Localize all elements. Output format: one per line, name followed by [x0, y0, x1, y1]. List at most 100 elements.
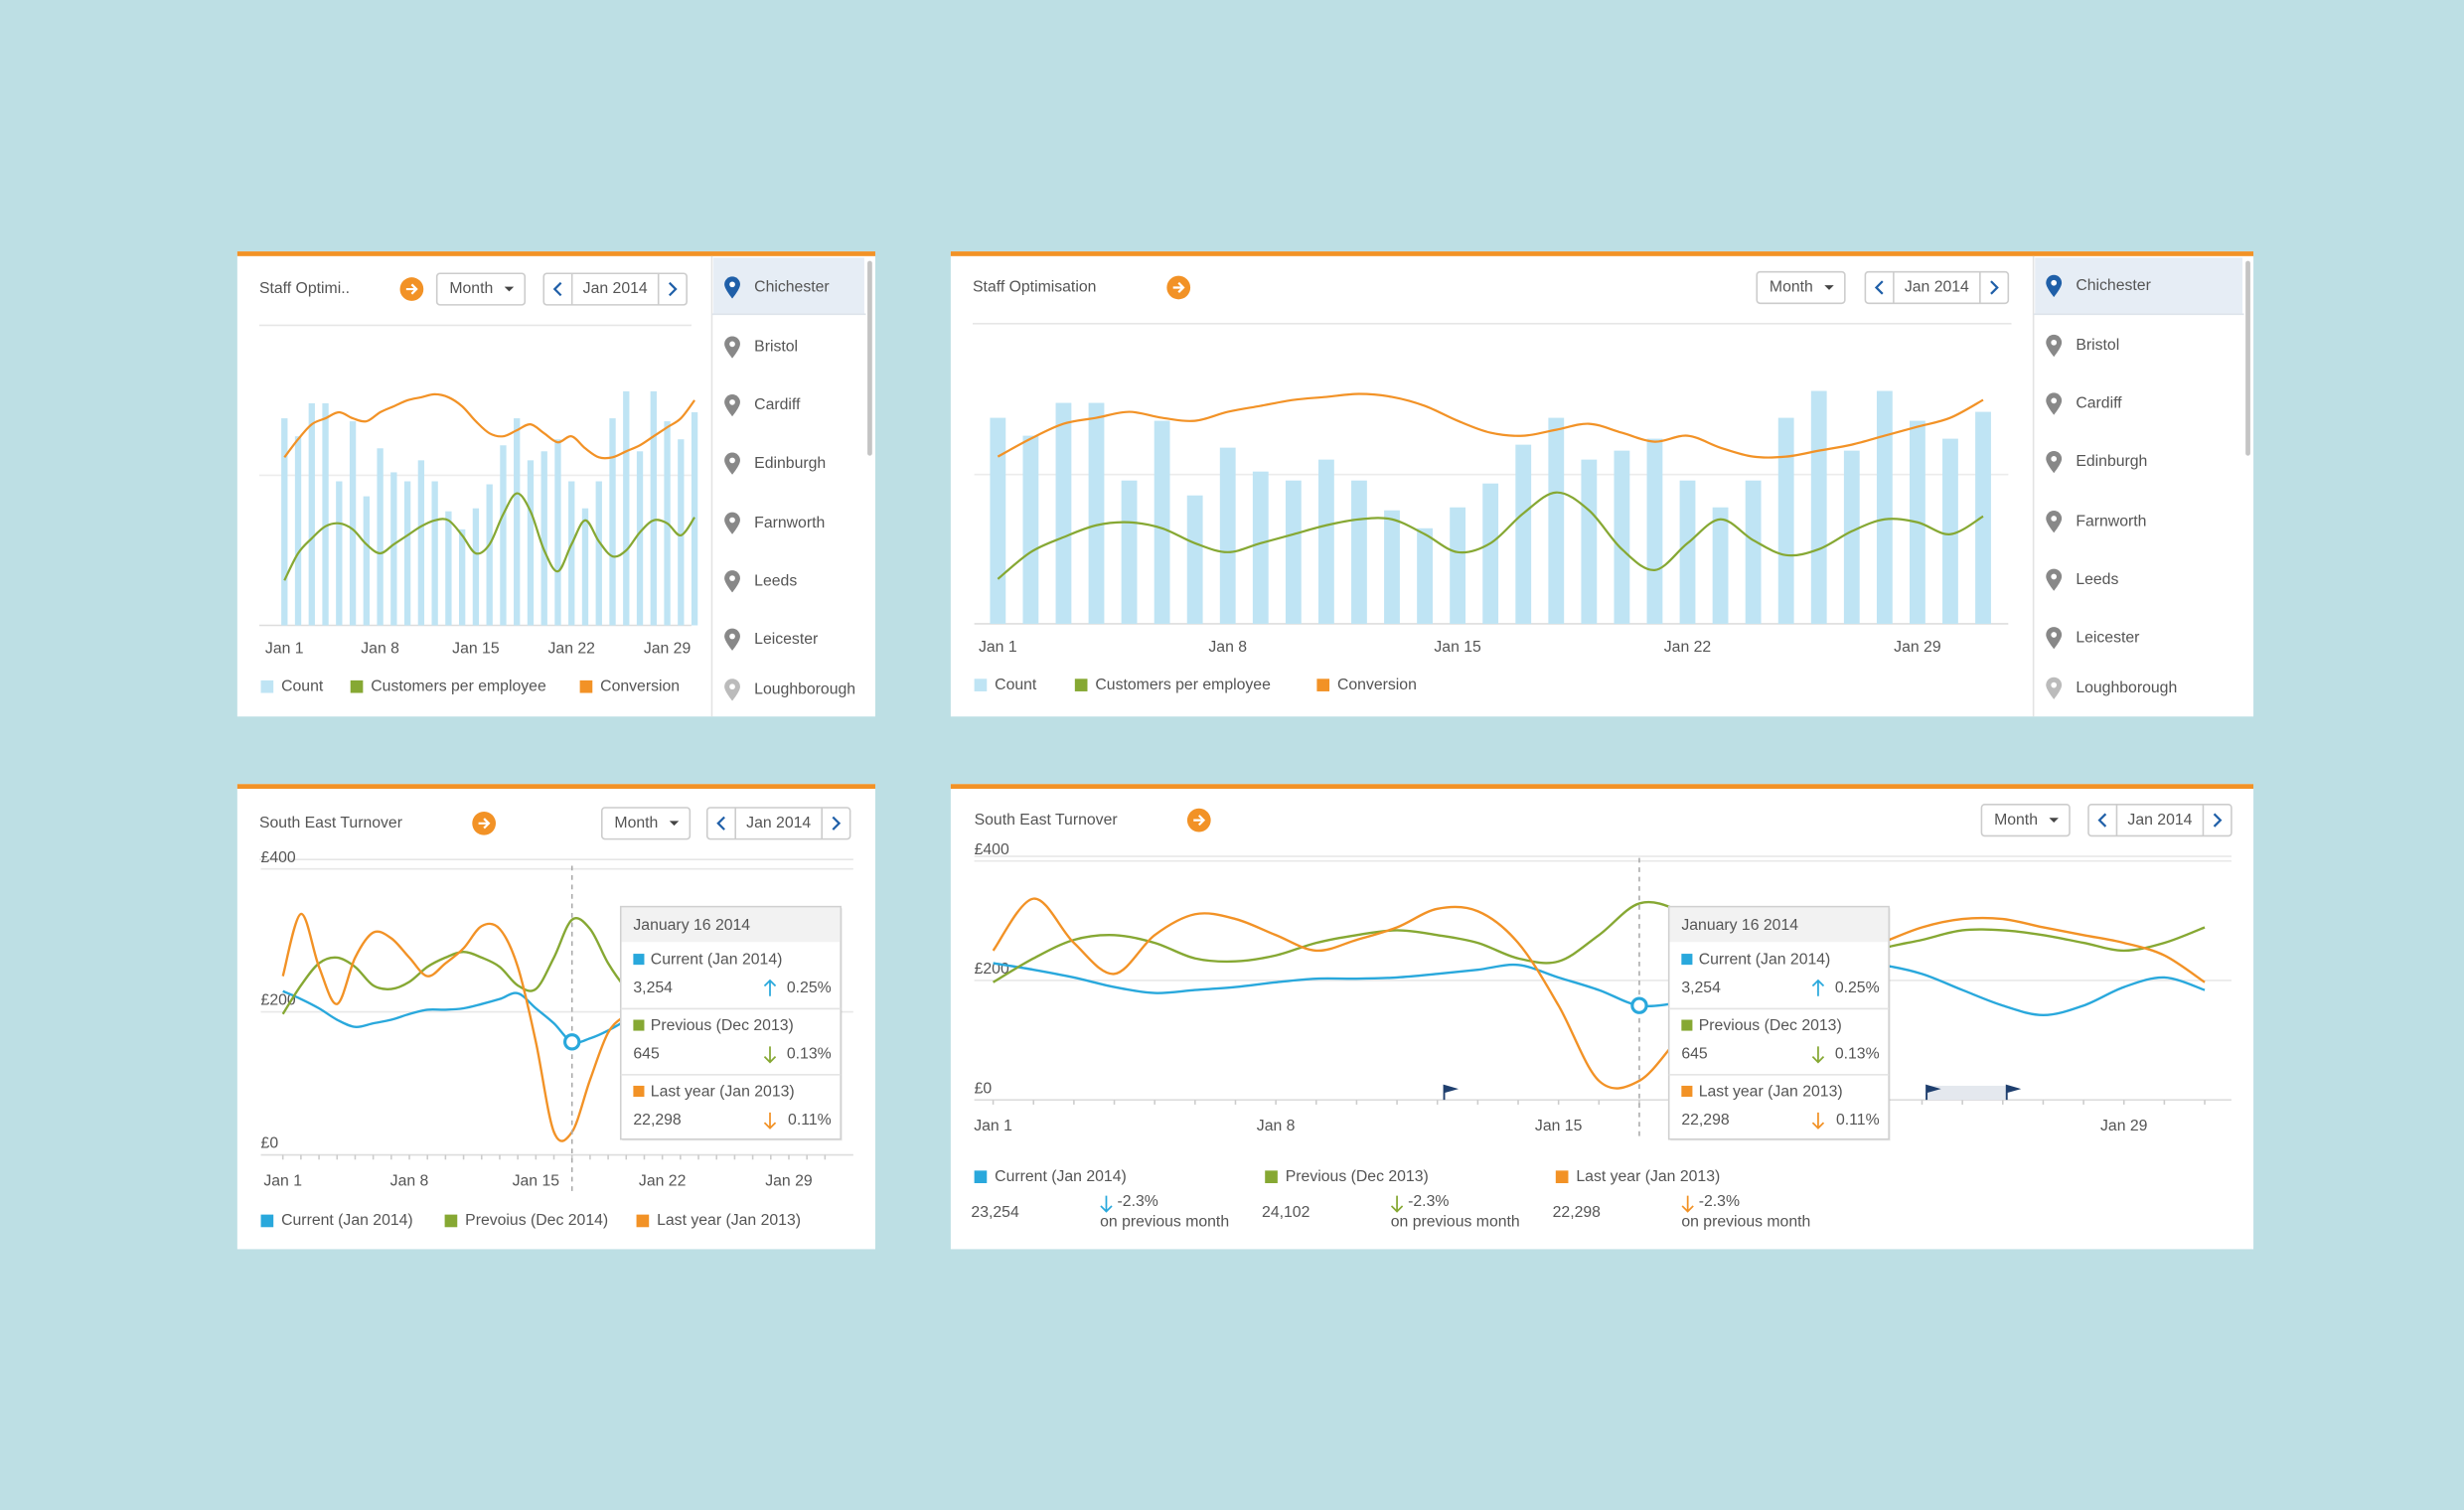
- location-item[interactable]: Chichester: [754, 279, 830, 296]
- y-tick-label: £0: [261, 1135, 279, 1152]
- legend-swatch: [444, 1214, 458, 1228]
- location-item[interactable]: Cardiff: [2076, 395, 2122, 412]
- next-button[interactable]: [1990, 280, 1999, 295]
- tooltip-header: [621, 907, 841, 943]
- date-label: Jan 2014: [583, 280, 648, 297]
- info-arrow: [1172, 281, 1185, 293]
- location-pin-hole: [729, 399, 735, 405]
- prev-button[interactable]: [716, 816, 725, 830]
- prev-button[interactable]: [2097, 813, 2107, 828]
- tooltip-swatch: [1681, 1019, 1693, 1031]
- location-item[interactable]: Loughborough: [754, 681, 855, 698]
- location-item[interactable]: Farnworth: [754, 515, 825, 531]
- tooltip-series: Last year (Jan 2013): [651, 1083, 795, 1100]
- summary-change: -2.3%: [1699, 1193, 1740, 1210]
- line: [992, 897, 2206, 1090]
- bar: [990, 417, 1006, 624]
- period-button[interactable]: [435, 272, 527, 306]
- tooltip-change: 0.25%: [787, 980, 832, 996]
- prev-button[interactable]: [1874, 280, 1884, 295]
- location-item[interactable]: Edinburgh: [754, 455, 826, 472]
- location-item[interactable]: Leeds: [2076, 571, 2118, 588]
- period-button[interactable]: [600, 807, 692, 840]
- tooltip-series: Current (Jan 2014): [1699, 952, 1831, 969]
- tooltip-swatch: [1681, 1085, 1693, 1098]
- location-item[interactable]: Bristol: [2076, 337, 2119, 354]
- location-pin: [2046, 450, 2063, 474]
- period-button[interactable]: [1980, 804, 2071, 837]
- location-item[interactable]: Chichester: [2076, 277, 2151, 294]
- location-pin: [724, 394, 740, 417]
- bar: [678, 439, 685, 626]
- summary-series: Current (Jan 2014): [995, 1168, 1127, 1185]
- tooltip-change: 0.13%: [787, 1045, 832, 1062]
- panel-top-border: [236, 784, 875, 790]
- location-item[interactable]: Bristol: [754, 339, 798, 356]
- y-tick-label: £400: [261, 849, 296, 866]
- line: [283, 492, 695, 581]
- flag: [1925, 1084, 1941, 1101]
- location-pin: [724, 679, 740, 701]
- bar: [431, 481, 438, 626]
- bar: [1417, 528, 1433, 624]
- panel-title: Staff Optimisation: [973, 279, 1096, 296]
- location-item[interactable]: Leicester: [2076, 629, 2139, 646]
- location-pin-hole: [2051, 339, 2058, 346]
- bar: [390, 472, 397, 626]
- summary-swatch: [1265, 1170, 1278, 1183]
- location-pin: [724, 452, 740, 475]
- location-item[interactable]: Leicester: [754, 631, 818, 648]
- location-item[interactable]: Cardiff: [754, 396, 801, 413]
- x-tick-label: Jan 15: [1434, 639, 1481, 656]
- next-button[interactable]: [668, 281, 678, 297]
- bar: [1317, 459, 1334, 624]
- tooltip-swatch: [633, 1085, 645, 1098]
- bar: [1843, 450, 1860, 624]
- bar: [1121, 480, 1138, 624]
- tooltip-change: 0.25%: [1835, 980, 1880, 996]
- tooltip-value: 645: [633, 1045, 660, 1062]
- bar: [1351, 480, 1367, 624]
- bar: [417, 460, 425, 626]
- bar: [1548, 417, 1565, 624]
- bar: [623, 390, 630, 626]
- trend-arrow: [1390, 1195, 1404, 1213]
- x-tick-label: Jan 29: [2100, 1118, 2148, 1134]
- x-tick-label: Jan 22: [1664, 639, 1711, 656]
- location-item[interactable]: Farnworth: [2076, 513, 2146, 529]
- x-tick-label: Jan 8: [1208, 639, 1247, 656]
- bar: [1186, 495, 1203, 624]
- legend-swatch: [260, 1214, 274, 1228]
- location-item[interactable]: Edinburgh: [2076, 453, 2147, 470]
- bar: [1712, 507, 1729, 624]
- legend-label: Count: [995, 677, 1037, 693]
- date-control: [705, 807, 851, 840]
- bar: [377, 448, 384, 626]
- bar: [1482, 483, 1499, 624]
- bar: [1975, 411, 1991, 624]
- caret: [504, 286, 515, 292]
- prev-button[interactable]: [552, 281, 562, 297]
- trend-arrow: [763, 1046, 777, 1064]
- tooltip-series: Current (Jan 2014): [651, 952, 783, 969]
- next-button[interactable]: [2213, 813, 2223, 828]
- location-item[interactable]: Leeds: [754, 572, 797, 589]
- bar: [1154, 420, 1170, 624]
- location-pin-hole: [729, 633, 735, 640]
- next-button[interactable]: [832, 816, 842, 830]
- tooltip-value: 645: [1681, 1045, 1708, 1062]
- summary-change: -2.3%: [1118, 1193, 1158, 1210]
- bar: [1646, 438, 1663, 624]
- bar: [500, 445, 507, 626]
- x-tick-label: Jan 29: [644, 640, 692, 657]
- period-button[interactable]: [1756, 270, 1846, 305]
- tooltip-series: Previous (Dec 2013): [1699, 1017, 1842, 1034]
- info-arrow: [1193, 815, 1206, 827]
- tooltip-swatch: [633, 954, 645, 966]
- summary-note: on previous month: [1391, 1214, 1520, 1231]
- location-item[interactable]: Loughborough: [2076, 680, 2177, 696]
- bar: [650, 390, 657, 626]
